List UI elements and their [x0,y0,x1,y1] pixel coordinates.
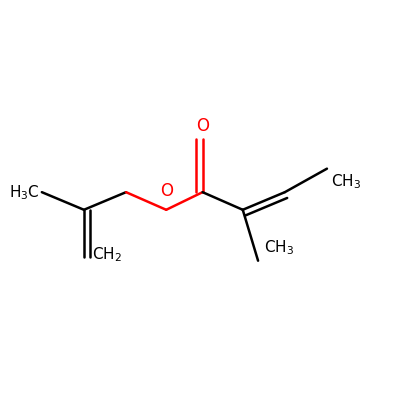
Text: CH$_3$: CH$_3$ [331,172,361,191]
Text: O: O [160,182,173,200]
Text: CH$_3$: CH$_3$ [264,238,294,257]
Text: CH$_2$: CH$_2$ [92,246,122,264]
Text: O: O [196,117,209,135]
Text: H$_3$C: H$_3$C [9,183,40,202]
